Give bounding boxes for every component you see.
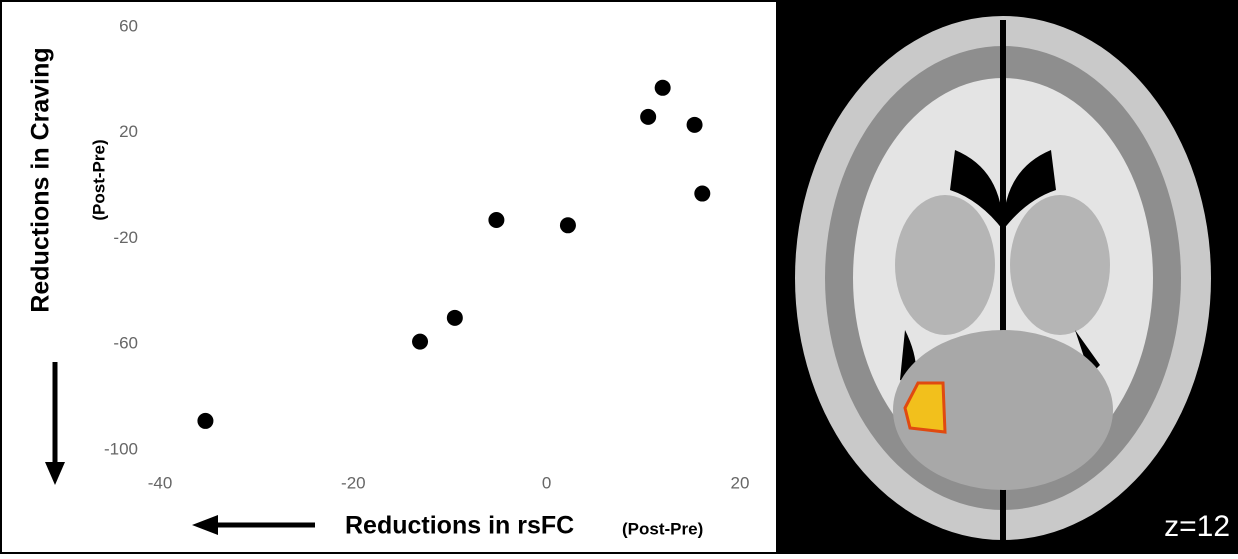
x-tick-label: 0: [542, 473, 551, 492]
x-axis-label: Reductions in rsFC: [345, 512, 574, 540]
brain-panel: z=12: [776, 1, 1237, 553]
y-tick-label: 60: [119, 16, 138, 35]
occipital: [893, 330, 1113, 490]
x-tick-label: -20: [341, 473, 366, 492]
y-tick-label: -60: [113, 334, 138, 353]
x-tick-label: -40: [148, 473, 173, 492]
data-point: [412, 333, 429, 350]
x-axis-label-sub: (Post-Pre): [622, 519, 703, 538]
left-ventricle: [950, 150, 1003, 230]
y-axis-label: Reductions in Craving: [27, 47, 55, 312]
data-point: [446, 309, 463, 326]
data-point: [640, 108, 657, 125]
right-horn: [1075, 330, 1100, 375]
data-point: [488, 211, 505, 228]
y-tick-label: -100: [104, 439, 138, 458]
data-point: [559, 217, 576, 234]
right-ventricle: [1003, 150, 1056, 230]
data-point: [694, 185, 711, 202]
y-tick-label: -20: [113, 228, 138, 247]
data-point: [686, 116, 703, 133]
y-tick-label: 20: [119, 122, 138, 141]
activation-cluster: [903, 381, 947, 434]
down-arrow-head: [45, 462, 65, 485]
data-point: [654, 79, 671, 96]
left-nucleus: [895, 195, 995, 335]
x-tick-label: 20: [731, 473, 750, 492]
left-arrow-head: [192, 515, 218, 535]
data-point: [197, 412, 214, 429]
right-nucleus: [1010, 195, 1110, 335]
slice-label: z=12: [1164, 510, 1230, 543]
y-axis-label-sub: (Post-Pre): [89, 139, 108, 220]
